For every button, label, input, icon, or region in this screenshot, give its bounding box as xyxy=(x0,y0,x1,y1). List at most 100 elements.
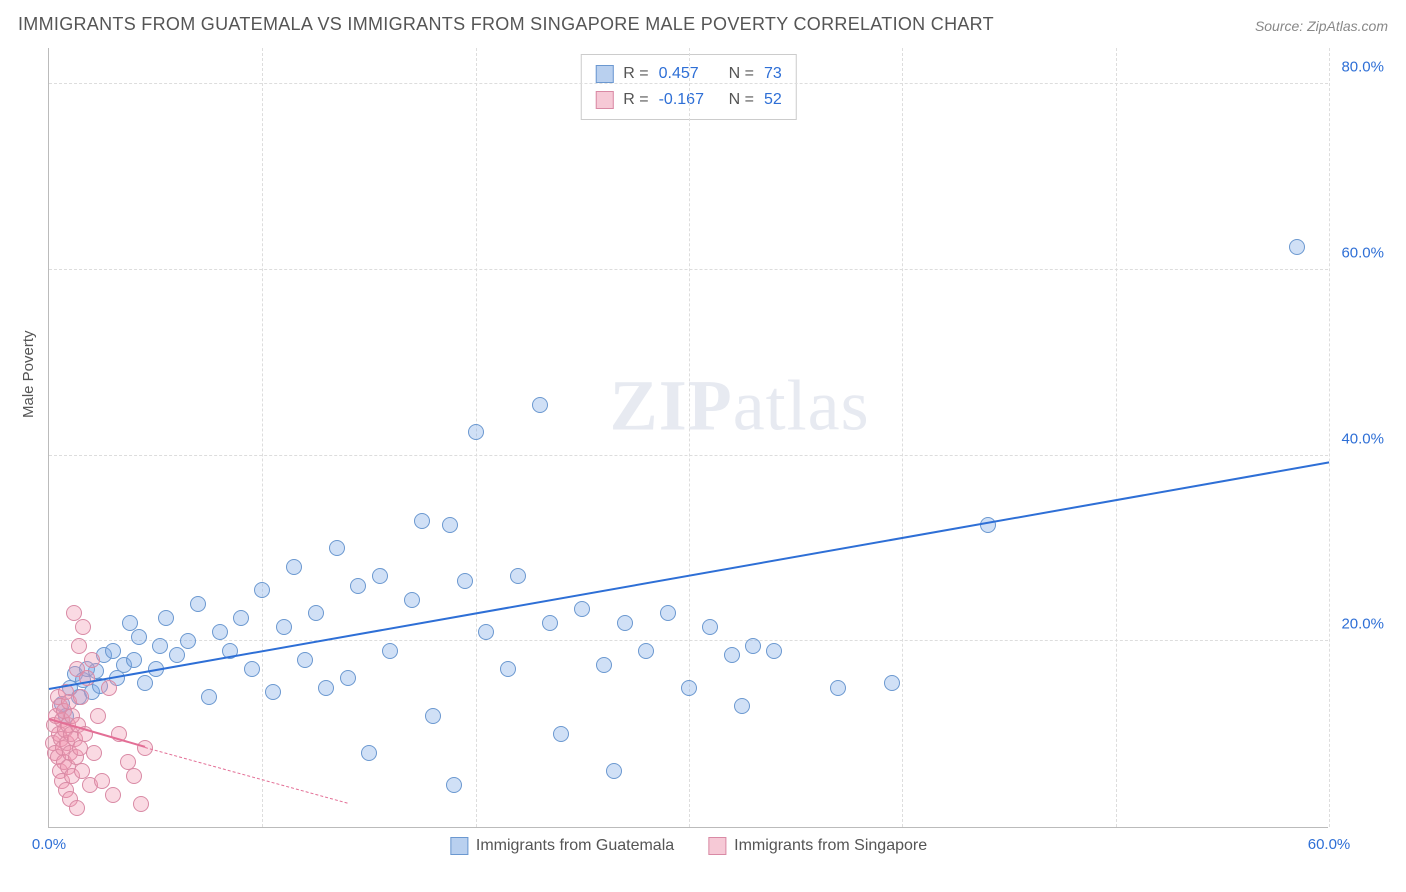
data-point xyxy=(553,726,569,742)
grid-line-v xyxy=(262,48,263,827)
data-point xyxy=(86,745,102,761)
legend-label: Immigrants from Singapore xyxy=(734,837,927,855)
data-point xyxy=(532,397,548,413)
data-point xyxy=(276,619,292,635)
data-point xyxy=(884,675,900,691)
trend-line xyxy=(145,747,348,804)
data-point xyxy=(71,638,87,654)
chart-title: IMMIGRANTS FROM GUATEMALA VS IMMIGRANTS … xyxy=(18,14,994,35)
data-point xyxy=(702,619,718,635)
data-point xyxy=(606,763,622,779)
data-point xyxy=(308,605,324,621)
data-point xyxy=(297,652,313,668)
data-point xyxy=(131,629,147,645)
y-tick-label: 20.0% xyxy=(1341,616,1384,633)
legend-swatch xyxy=(708,837,726,855)
data-point xyxy=(542,615,558,631)
data-point xyxy=(830,680,846,696)
data-point xyxy=(133,796,149,812)
n-value: 52 xyxy=(764,91,782,109)
data-point xyxy=(126,768,142,784)
data-point xyxy=(596,657,612,673)
data-point xyxy=(766,643,782,659)
data-point xyxy=(190,596,206,612)
data-point xyxy=(478,624,494,640)
data-point xyxy=(265,684,281,700)
data-point xyxy=(212,624,228,640)
data-point xyxy=(340,670,356,686)
data-point xyxy=(382,643,398,659)
data-point xyxy=(105,787,121,803)
data-point xyxy=(94,773,110,789)
legend-swatch xyxy=(595,91,613,109)
legend-item: Immigrants from Singapore xyxy=(708,837,927,855)
data-point xyxy=(510,568,526,584)
data-point xyxy=(201,689,217,705)
y-tick-label: 40.0% xyxy=(1341,430,1384,447)
data-point xyxy=(137,675,153,691)
grid-line-v xyxy=(689,48,690,827)
data-point xyxy=(254,582,270,598)
source-attribution: Source: ZipAtlas.com xyxy=(1255,18,1388,34)
n-label: N = xyxy=(729,91,754,109)
data-point xyxy=(233,610,249,626)
data-point xyxy=(105,643,121,659)
legend-item: Immigrants from Guatemala xyxy=(450,837,674,855)
data-point xyxy=(1289,239,1305,255)
r-label: R = xyxy=(623,91,648,109)
data-point xyxy=(414,513,430,529)
plot-area: ZIPatlas R =0.457N =73R =-0.167N =52 Imm… xyxy=(48,48,1328,828)
r-label: R = xyxy=(623,65,648,83)
data-point xyxy=(468,424,484,440)
data-point xyxy=(318,680,334,696)
data-point xyxy=(980,517,996,533)
data-point xyxy=(745,638,761,654)
legend-swatch xyxy=(450,837,468,855)
data-point xyxy=(84,652,100,668)
data-point xyxy=(286,559,302,575)
data-point xyxy=(574,601,590,617)
legend-swatch xyxy=(595,65,613,83)
y-tick-label: 80.0% xyxy=(1341,59,1384,76)
data-point xyxy=(244,661,260,677)
data-point xyxy=(425,708,441,724)
n-value: 73 xyxy=(764,65,782,83)
x-tick-label: 60.0% xyxy=(1308,836,1351,853)
grid-line-v xyxy=(1329,48,1330,827)
data-point xyxy=(681,680,697,696)
chart-frame: Male Poverty ZIPatlas R =0.457N =73R =-0… xyxy=(48,48,1388,858)
legend-label: Immigrants from Guatemala xyxy=(476,837,674,855)
grid-line-v xyxy=(1116,48,1117,827)
data-point xyxy=(152,638,168,654)
n-label: N = xyxy=(729,65,754,83)
data-point xyxy=(372,568,388,584)
data-point xyxy=(446,777,462,793)
data-point xyxy=(126,652,142,668)
data-point xyxy=(69,800,85,816)
data-point xyxy=(73,689,89,705)
series-legend: Immigrants from Guatemala Immigrants from… xyxy=(450,837,927,855)
data-point xyxy=(180,633,196,649)
data-point xyxy=(158,610,174,626)
data-point xyxy=(404,592,420,608)
data-point xyxy=(90,708,106,724)
x-tick-label: 0.0% xyxy=(32,836,66,853)
data-point xyxy=(350,578,366,594)
data-point xyxy=(75,619,91,635)
data-point xyxy=(734,698,750,714)
data-point xyxy=(617,615,633,631)
grid-line-v xyxy=(902,48,903,827)
y-axis-label: Male Poverty xyxy=(20,330,37,418)
data-point xyxy=(361,745,377,761)
watermark: ZIPatlas xyxy=(610,365,870,448)
y-tick-label: 60.0% xyxy=(1341,244,1384,261)
data-point xyxy=(500,661,516,677)
data-point xyxy=(457,573,473,589)
data-point xyxy=(724,647,740,663)
data-point xyxy=(169,647,185,663)
data-point xyxy=(638,643,654,659)
data-point xyxy=(101,680,117,696)
data-point xyxy=(329,540,345,556)
data-point xyxy=(660,605,676,621)
data-point xyxy=(442,517,458,533)
